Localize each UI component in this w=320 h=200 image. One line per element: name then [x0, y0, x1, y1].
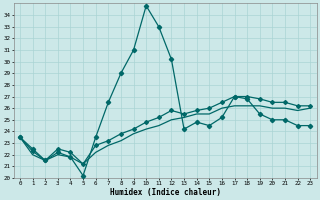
X-axis label: Humidex (Indice chaleur): Humidex (Indice chaleur) — [109, 188, 220, 197]
